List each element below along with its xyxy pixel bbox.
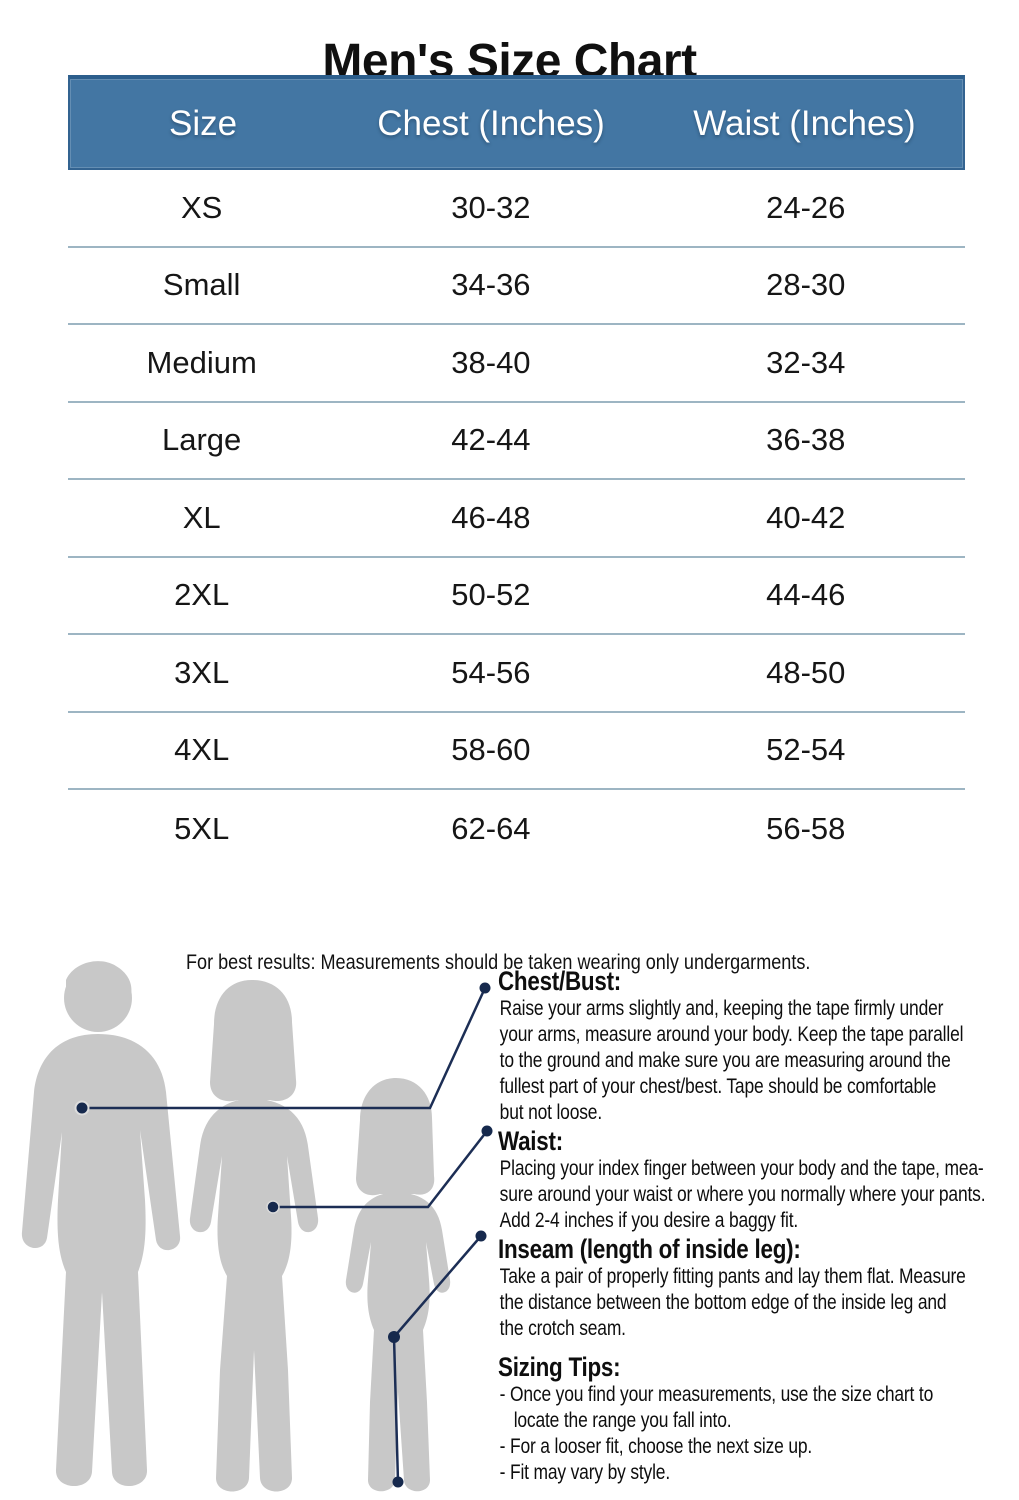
table-row: XL 46-48 40-42 xyxy=(68,480,965,558)
table-cell: 52-54 xyxy=(766,732,846,768)
girl-silhouette xyxy=(345,1078,451,1492)
table-cell: 50-52 xyxy=(451,577,531,613)
table-row: 2XL 50-52 44-46 xyxy=(68,558,965,635)
table-header-row: Size Chest (Inches) Waist (Inches) xyxy=(68,75,965,170)
table-cell: 34-36 xyxy=(451,267,531,303)
measuring-instructions: Chest/Bust: Raise your arms slightly and… xyxy=(498,966,1019,1486)
table-cell: Small xyxy=(162,267,241,303)
chest-bust-text: Raise your arms slightly and, keeping th… xyxy=(499,997,964,1124)
waist-heading: Waist: xyxy=(498,1126,563,1156)
table-cell: 36-38 xyxy=(766,422,846,458)
table-row: 4XL 58-60 52-54 xyxy=(68,713,965,790)
inseam-section: Inseam (length of inside leg): Take a pa… xyxy=(498,1234,1019,1342)
best-results-note: For best results: Measurements should be… xyxy=(186,951,811,974)
table-cell: 28-30 xyxy=(766,267,846,303)
table-cell: 30-32 xyxy=(451,189,531,225)
table-row: 5XL 62-64 56-58 xyxy=(68,790,965,868)
table-cell: Large xyxy=(162,422,242,458)
sizing-tips-text: - Once you find your measurements, use t… xyxy=(499,1383,934,1484)
table-cell: 5XL xyxy=(174,810,230,846)
sizing-tips-heading: Sizing Tips: xyxy=(498,1352,621,1382)
column-header-size: Size xyxy=(169,103,238,143)
column-header-waist: Waist (Inches) xyxy=(693,103,916,143)
table-cell: 38-40 xyxy=(451,344,531,380)
table-cell: 40-42 xyxy=(766,499,846,535)
chest-bust-section: Chest/Bust: Raise your arms slightly and… xyxy=(498,966,1019,1126)
woman-silhouette xyxy=(189,980,319,1492)
table-row: Medium 38-40 32-34 xyxy=(68,325,965,403)
inseam-text: Take a pair of properly fitting pants an… xyxy=(499,1265,966,1340)
callout-dots xyxy=(74,982,493,1488)
waist-callout-line xyxy=(273,1130,488,1209)
waist-text: Placing your index finger between your b… xyxy=(499,1157,986,1232)
table-cell: 32-34 xyxy=(766,344,846,380)
table-cell: 56-58 xyxy=(766,810,846,846)
table-row: 3XL 54-56 48-50 xyxy=(68,635,965,713)
table-row: Large 42-44 36-38 xyxy=(68,403,965,480)
chest-callout-line xyxy=(82,987,487,1110)
table-row: XS 30-32 24-26 xyxy=(68,170,965,248)
table-cell: XS xyxy=(180,189,223,225)
inseam-heading: Inseam (length of inside leg): xyxy=(498,1234,801,1264)
table-row: Small 34-36 28-30 xyxy=(68,248,965,325)
table-cell: 46-48 xyxy=(451,499,531,535)
table-cell: 62-64 xyxy=(451,810,531,846)
people-silhouette-illustration xyxy=(21,961,493,1492)
man-silhouette xyxy=(21,961,181,1487)
table-cell: 4XL xyxy=(174,732,230,768)
column-header-chest: Chest (Inches) xyxy=(377,103,605,143)
sizing-tips-section: Sizing Tips: - Once you find your measur… xyxy=(498,1352,1019,1486)
table-cell: 2XL xyxy=(174,577,230,613)
table-cell: XL xyxy=(182,499,221,535)
table-cell: Medium xyxy=(146,344,257,380)
table-cell: 54-56 xyxy=(451,654,531,690)
table-cell: 3XL xyxy=(174,654,230,690)
table-cell: 48-50 xyxy=(766,654,846,690)
table-cell: 24-26 xyxy=(766,189,846,225)
size-chart-table: Size Chest (Inches) Waist (Inches) XS 30… xyxy=(68,75,965,868)
table-cell: 58-60 xyxy=(451,732,531,768)
table-cell: 44-46 xyxy=(766,577,846,613)
waist-section: Waist: Placing your index finger between… xyxy=(498,1126,1019,1234)
chest-bust-heading: Chest/Bust: xyxy=(498,966,622,996)
table-cell: 42-44 xyxy=(451,422,531,458)
